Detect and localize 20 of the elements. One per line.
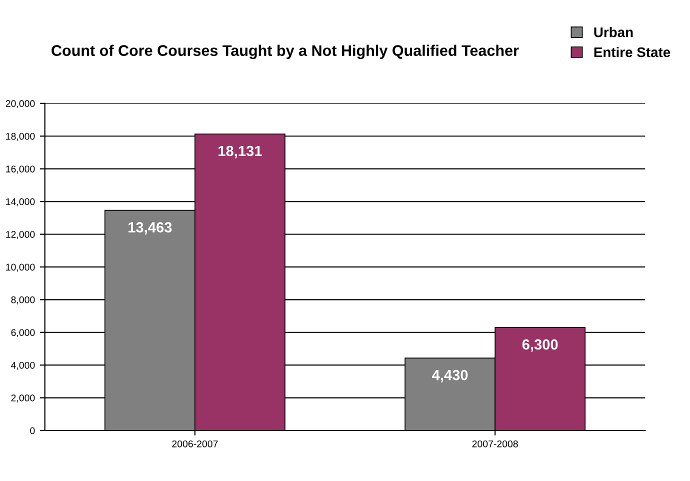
- x-tick-label: 2007-2008: [472, 440, 518, 448]
- y-tick-label: 16,000: [6, 166, 35, 174]
- y-tick-label: 10,000: [6, 264, 35, 272]
- y-tick-label: 8,000: [11, 296, 35, 304]
- x-tick-label: 2006-2007: [172, 440, 218, 448]
- legend-label: Urban: [594, 27, 633, 38]
- y-tick-label: 18,000: [6, 132, 35, 141]
- y-tick-label: 12,000: [6, 230, 35, 240]
- y-tick-label: 6,000: [11, 329, 35, 338]
- y-tick-label: 4,000: [11, 362, 35, 370]
- legend-label: Entire State: [594, 46, 670, 58]
- data-label: 18,131: [218, 146, 262, 158]
- y-tick-label: 20,000: [6, 100, 35, 108]
- y-tick-label: 0: [30, 427, 35, 434]
- data-label: 4,430: [432, 370, 468, 382]
- y-tick-label: 14,000: [6, 198, 35, 206]
- chart-title: Count of Core Courses Taught by a Not Highly Qualified Teacher: [52, 44, 519, 60]
- data-label: 13,463: [128, 222, 172, 235]
- y-tick-label: 2,000: [11, 394, 35, 403]
- data-label: 6,300: [522, 339, 558, 352]
